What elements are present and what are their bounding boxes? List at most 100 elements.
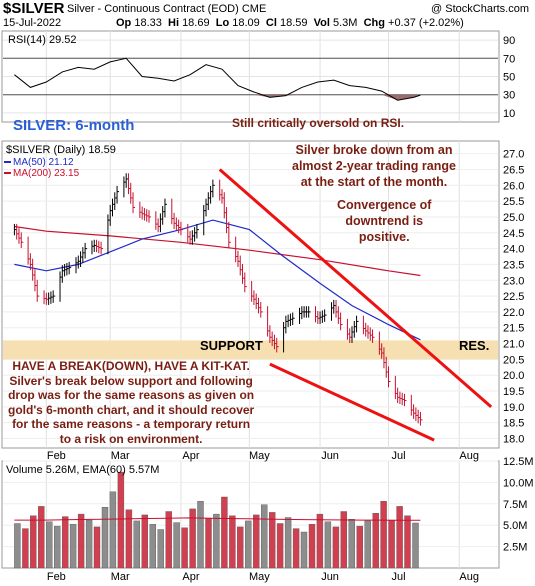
ma50-legend: MA(50) 21.12 — [13, 157, 74, 168]
x-tick-label: Jul — [391, 571, 405, 583]
volume-bar — [165, 511, 172, 569]
volume-bar — [149, 524, 157, 569]
volume-bar — [364, 520, 371, 569]
volume-tick-label: 5.0M — [503, 520, 527, 532]
volume-bar — [340, 511, 347, 569]
x-tick-label: Aug — [459, 450, 479, 462]
x-tick-label: Jul — [391, 450, 405, 462]
x-tick-label: Aug — [459, 571, 479, 583]
volume-bar — [109, 491, 117, 569]
close-label: Cl — [265, 17, 277, 29]
open-value: 18.33 — [134, 17, 162, 29]
support-label: SUPPORT — [200, 338, 263, 353]
price-tick-label: 24.0 — [503, 244, 524, 256]
price-y-axis: 18.0 18.5 19.0 19.5 20.0 20.5 21.0 21.5 22.0 22.5… — [503, 149, 524, 446]
volume-ema-line — [14, 517, 421, 521]
chart-date: 15-Jul-2022 — [3, 17, 62, 29]
volume-bar — [332, 526, 340, 569]
volume-bar — [269, 512, 276, 569]
volume-y-axis: 2.5M 5.0M 7.5M 10.0M 12.5M — [503, 456, 534, 554]
volume-bar — [14, 523, 21, 569]
volume-bar — [388, 519, 395, 569]
price-tick-label: 25.0 — [503, 212, 524, 224]
volume-bar — [308, 524, 316, 569]
price-panel-frame — [1, 140, 500, 449]
volume-bar — [245, 520, 252, 569]
vol-label: Vol — [313, 17, 330, 29]
commentary-note: HAVE A BREAK(DOWN), HAVE A KIT-KAT. Silv… — [8, 359, 255, 446]
low-value: 18.09 — [232, 17, 260, 29]
rsi-tick-label: 30 — [503, 90, 515, 102]
x-tick-label: Jun — [321, 571, 339, 583]
source-credit: @ StockCharts.com — [431, 3, 529, 15]
rsi-oversold-area — [381, 94, 398, 101]
volume-bar — [133, 520, 141, 569]
high-label: Hi — [168, 17, 179, 29]
price-tick-label: 22.0 — [503, 307, 524, 319]
price-tick-label: 20.0 — [503, 370, 524, 382]
volume-bar — [93, 526, 101, 569]
volume-bar — [276, 523, 284, 569]
volume-tick-label: 7.5M — [503, 499, 527, 511]
volume-bar — [412, 522, 419, 569]
volume-bar — [229, 515, 236, 569]
volume-tick-label: 10.0M — [503, 477, 534, 489]
rsi-oversold-area — [285, 94, 302, 96]
rsi-legend: RSI(14) 29.52 — [8, 34, 76, 46]
volume-bar — [404, 515, 411, 569]
volume-bar — [30, 515, 37, 569]
price-tick-label: 18.5 — [503, 418, 524, 430]
price-tick-label: 21.5 — [503, 323, 524, 335]
price-tick-label: 27.0 — [503, 149, 524, 161]
price-tick-label: 21.0 — [503, 339, 524, 351]
volume-legend: Volume 5.26M, EMA(60) 5.57M — [6, 464, 159, 476]
ma200-line — [14, 225, 421, 277]
volume-bar — [189, 508, 196, 569]
support-band — [3, 340, 498, 360]
resistance-label: RES. — [459, 338, 490, 353]
volume-bar — [62, 516, 69, 569]
x-tick-label: Jun — [321, 450, 339, 462]
rsi-tick-label: 10 — [503, 108, 515, 120]
volume-tick-label: 12.5M — [503, 456, 534, 468]
volume-bar — [316, 513, 324, 569]
price-tick-label: 24.5 — [503, 228, 524, 240]
volume-bar — [292, 528, 300, 569]
chg-value: +0.37 (+2.02%) — [388, 17, 464, 29]
close-value: 18.59 — [279, 17, 308, 29]
price-tick-label: 26.0 — [503, 180, 524, 192]
volume-bar — [173, 522, 180, 569]
volume-bar — [253, 514, 260, 569]
high-value: 18.69 — [182, 17, 210, 29]
price-tick-label: 25.5 — [503, 196, 524, 208]
x-tick-label: May — [249, 450, 270, 462]
price-legend-title: $SILVER (Daily) 18.59 — [6, 144, 116, 156]
volume-bar — [300, 531, 308, 569]
volume-bars — [14, 471, 419, 569]
volume-bar — [380, 501, 387, 569]
volume-tick-label: 2.5M — [503, 542, 527, 554]
volume-bar — [46, 521, 53, 569]
volume-bar — [38, 506, 45, 569]
volume-bar — [197, 501, 204, 569]
price-tick-label: 18.0 — [503, 434, 524, 446]
volume-bar — [77, 513, 85, 569]
volume-bar — [69, 524, 77, 569]
price-tick-label: 19.5 — [503, 386, 524, 398]
volume-bar — [356, 525, 363, 569]
volume-bar — [22, 528, 29, 569]
upper-trendline — [218, 168, 493, 408]
chart-title: SILVER: 6-month — [13, 117, 135, 134]
open-label: Op — [116, 17, 132, 29]
volume-bar — [261, 504, 268, 569]
low-label: Lo — [215, 17, 230, 29]
rsi-y-axis: 10 30 50 70 90 — [503, 35, 515, 120]
price-tick-label: 23.5 — [503, 259, 524, 271]
price-tick-label: 22.5 — [503, 291, 524, 303]
x-axis-bottom: Feb Mar Apr May Jun Jul Aug — [47, 571, 479, 583]
price-tick-label: 23.0 — [503, 275, 524, 287]
rsi-line — [14, 57, 421, 101]
volume-bar — [205, 518, 212, 569]
